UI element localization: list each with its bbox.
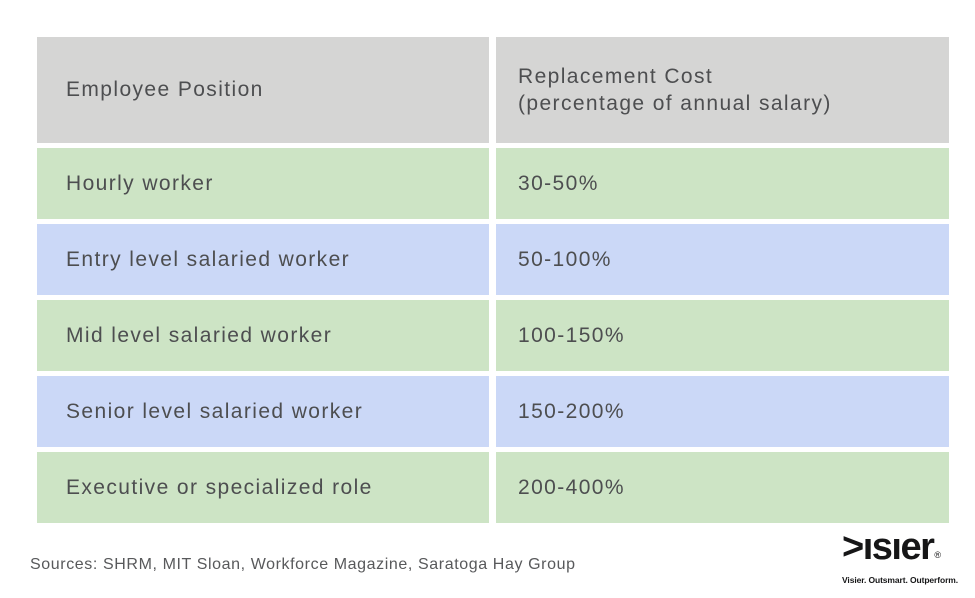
table-row-position-executive: Executive or specialized role	[37, 452, 489, 523]
visier-logo-text: >ısıer	[842, 526, 935, 568]
table-row-cost-mid-level: 100-150%	[496, 300, 949, 371]
registered-trademark-icon: ®	[934, 550, 942, 560]
table-row-position-senior-level: Senior level salaried worker	[37, 376, 489, 447]
table-row-cost-senior-level: 150-200%	[496, 376, 949, 447]
table-row-cost-executive: 200-400%	[496, 452, 949, 523]
table-row-position-mid-level: Mid level salaried worker	[37, 300, 489, 371]
table-row-cost-hourly-worker: 30-50%	[496, 148, 949, 219]
table-row-position-hourly-worker: Hourly worker	[37, 148, 489, 219]
table-row-cost-entry-level: 50-100%	[496, 224, 949, 295]
column-header-replacement-cost-line2: (percentage of annual salary)	[518, 92, 832, 115]
column-header-replacement-cost-line1: Replacement Cost	[518, 65, 714, 88]
visier-logo: >ısıer® Visier. Outsmart. Outperform.	[842, 528, 958, 585]
column-header-replacement-cost: Replacement Cost (percentage of annual s…	[496, 37, 949, 143]
visier-logo-tagline: Visier. Outsmart. Outperform.	[842, 575, 958, 585]
table-row-position-entry-level: Entry level salaried worker	[37, 224, 489, 295]
visier-logo-wordmark: >ısıer®	[842, 528, 958, 574]
column-header-employee-position: Employee Position	[37, 37, 489, 143]
sources-note: Sources: SHRM, MIT Sloan, Workforce Maga…	[30, 556, 576, 573]
replacement-cost-table: Employee Position Replacement Cost (perc…	[37, 37, 949, 523]
